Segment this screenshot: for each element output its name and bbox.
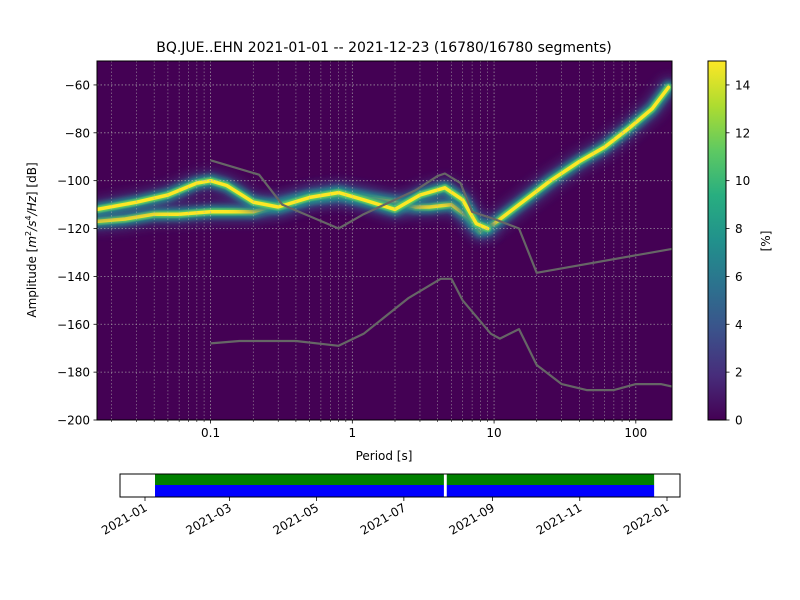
- high-noise-model-line: [210, 159, 672, 274]
- colorbar-tick-label: 12: [735, 126, 750, 140]
- timeline-tick-label: 2021-03: [183, 500, 233, 537]
- timeline-tick-label: 2021-05: [271, 500, 321, 537]
- density-ridge-0-layer-3: [97, 85, 671, 233]
- y-label-suffix: ] [dB]: [25, 162, 39, 196]
- y-label-unit-hz: /Hz: [25, 195, 39, 216]
- grid-lines: [97, 61, 672, 420]
- y-tick-label: −200: [57, 414, 90, 428]
- y-tick-label: −120: [57, 222, 90, 236]
- y-label-sup-2: 2: [24, 231, 33, 236]
- y-axis-label: Amplitude [m2/s4/Hz] [dB]: [24, 162, 39, 317]
- timeline-tick-label: 2021-11: [534, 500, 584, 537]
- timeline-tick-label: 2021-01: [99, 500, 149, 537]
- x-tick-label: 10: [486, 426, 501, 440]
- coverage-bar-bottom: [155, 485, 444, 497]
- y-label-sup-4: 4: [24, 215, 33, 220]
- colorbar-tick-label: 10: [735, 174, 750, 188]
- y-tick-label: −140: [57, 270, 90, 284]
- x-tick-label: 0.1: [201, 426, 220, 440]
- plot-background: [97, 61, 672, 420]
- x-axis: 0.1 1 10 100: [111, 420, 647, 440]
- y-label-prefix: Amplitude [: [25, 248, 39, 318]
- density-ridge-1-layer-3: [97, 178, 490, 231]
- y-tick-label: −180: [57, 366, 90, 380]
- coverage-bar-top: [155, 474, 444, 485]
- y-tick-label: −60: [65, 78, 90, 92]
- y-label-unit-m: m: [25, 236, 39, 248]
- noise-model-lines: [210, 159, 672, 392]
- colorbar-gradient: [707, 60, 727, 421]
- colorbar-tick-label: 2: [735, 366, 743, 380]
- y-tick-label: −100: [57, 174, 90, 188]
- colorbar-ticks: 0 2 4 6 8 10 12 14: [726, 78, 750, 428]
- colorbar-label: [%]: [759, 231, 773, 252]
- colorbar-tick-label: 6: [735, 270, 743, 284]
- y-tick-label: −160: [57, 318, 90, 332]
- timeline-frame: [119, 473, 681, 498]
- x-tick-label: 100: [624, 426, 647, 440]
- y-axis: −60 −80 −100 −120 −140 −160 −180 −200: [57, 78, 97, 428]
- colorbar: 0 2 4 6 8 10 12 14 [%]: [707, 60, 773, 428]
- colorbar-tick-label: 8: [735, 222, 743, 236]
- colorbar-tick-label: 14: [735, 78, 750, 92]
- x-axis-label: Period [s]: [356, 449, 413, 463]
- colorbar-tick-label: 4: [735, 318, 743, 332]
- coverage-bars: [155, 474, 655, 497]
- coverage-timeline: 2021-01 2021-03 2021-05 2021-07 2021-09 2021-…: [99, 473, 681, 538]
- x-tick-label: 1: [349, 426, 357, 440]
- timeline-ticks: 2021-01 2021-03 2021-05 2021-07 2021-09 2021-…: [99, 497, 672, 538]
- y-tick-label: −80: [65, 126, 90, 140]
- psd-plot-area: 0.1 1 10 100 −60 −80 −100 −120 −140 −160 −180 −200: [57, 60, 673, 440]
- y-label-unit-s: /s: [25, 221, 39, 232]
- coverage-bar-bottom: [446, 485, 655, 497]
- coverage-bar-top: [446, 474, 655, 485]
- timeline-tick-label: 2021-09: [447, 500, 497, 537]
- plot-frame: [96, 60, 673, 421]
- colorbar-tick-label: 0: [735, 414, 743, 428]
- timeline-tick-label: 2022-01: [621, 500, 671, 537]
- density-ridges: [97, 76, 672, 242]
- chart-title: BQ.JUE..EHN 2021-01-01 -- 2021-12-23 (16…: [156, 40, 612, 56]
- timeline-tick-label: 2021-07: [358, 500, 408, 537]
- low-noise-model-line: [210, 277, 672, 392]
